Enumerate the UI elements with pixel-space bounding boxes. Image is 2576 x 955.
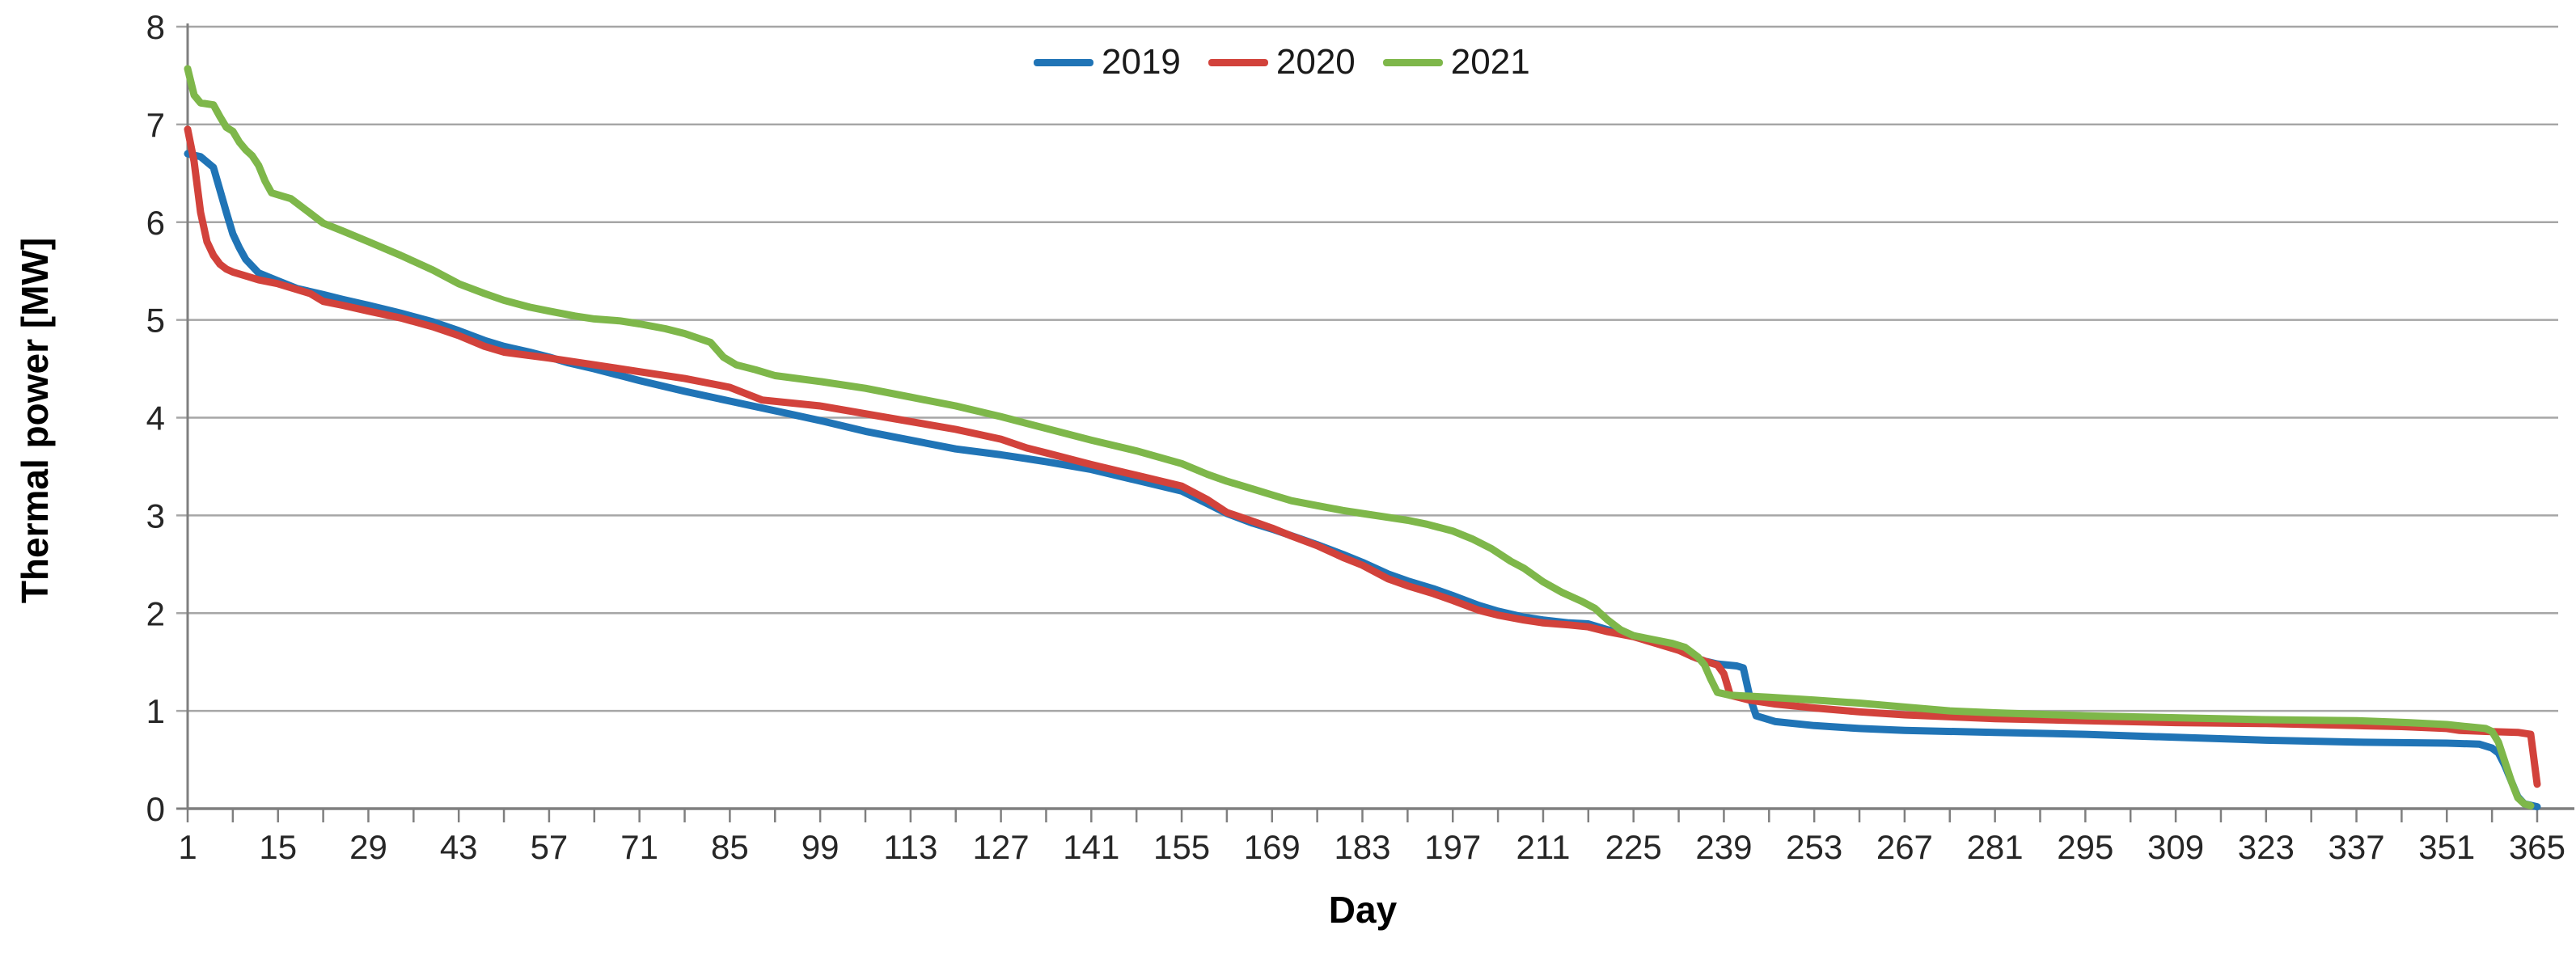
- x-tick-label: 1: [178, 828, 197, 866]
- x-tick-label: 337: [2328, 828, 2384, 866]
- x-tick-label: 57: [531, 828, 569, 866]
- y-tick-label: 4: [146, 399, 165, 437]
- series-line-2021: [184, 65, 2535, 809]
- legend-item-2020: 2020: [1208, 42, 1356, 82]
- legend-label-2021: 2021: [1450, 42, 1530, 82]
- y-axis-title: Thermal power [MW]: [14, 237, 56, 604]
- x-tick-label: 281: [1967, 828, 2024, 866]
- legend-swatch-2020: [1208, 58, 1268, 66]
- x-tick-label: 351: [2418, 828, 2475, 866]
- x-tick-label: 309: [2147, 828, 2204, 866]
- x-tick-label: 253: [1786, 828, 1842, 866]
- y-tick-label: 1: [146, 692, 165, 730]
- x-tick-label: 183: [1334, 828, 1390, 866]
- y-tick-label: 7: [146, 106, 165, 144]
- x-tick-label: 99: [802, 828, 840, 866]
- x-tick-label: 15: [259, 828, 297, 866]
- x-tick-label: 197: [1424, 828, 1481, 866]
- y-tick-label: 6: [146, 204, 165, 242]
- x-tick-label: 113: [883, 828, 937, 866]
- x-tick-label: 43: [440, 828, 478, 866]
- x-tick-label: 295: [2057, 828, 2113, 866]
- x-axis-title: Day: [1328, 889, 1398, 931]
- x-tick-label: 127: [973, 828, 1030, 866]
- legend-item-2019: 2019: [1034, 42, 1181, 82]
- y-tick-label: 3: [146, 497, 165, 535]
- legend-swatch-2021: [1382, 58, 1443, 66]
- series-line-2020: [184, 125, 2541, 788]
- legend-label-2020: 2020: [1275, 42, 1356, 82]
- x-tick-label: 141: [1063, 828, 1119, 866]
- y-tick-label: 2: [146, 594, 165, 632]
- y-tick-label: 5: [146, 302, 165, 340]
- y-tick-label: 0: [146, 790, 165, 828]
- x-tick-label: 267: [1876, 828, 1933, 866]
- x-tick-label: 85: [711, 828, 749, 866]
- x-tick-label: 29: [349, 828, 387, 866]
- legend-swatch-2019: [1034, 58, 1093, 66]
- legend-label-2019: 2019: [1102, 42, 1181, 82]
- y-tick-label: 8: [146, 8, 165, 46]
- x-tick-label: 323: [2238, 828, 2295, 866]
- x-tick-label: 225: [1605, 828, 1662, 866]
- x-tick-label: 365: [2509, 828, 2565, 866]
- series-line-2019: [184, 150, 2541, 811]
- x-tick-label: 155: [1153, 828, 1210, 866]
- x-tick-label: 211: [1516, 828, 1570, 866]
- x-tick-label: 169: [1244, 828, 1301, 866]
- x-tick-label: 239: [1695, 828, 1752, 866]
- legend-item-2021: 2021: [1382, 42, 1530, 82]
- legend: 2019 2020 2021: [1034, 42, 1530, 82]
- x-tick-label: 71: [620, 828, 658, 866]
